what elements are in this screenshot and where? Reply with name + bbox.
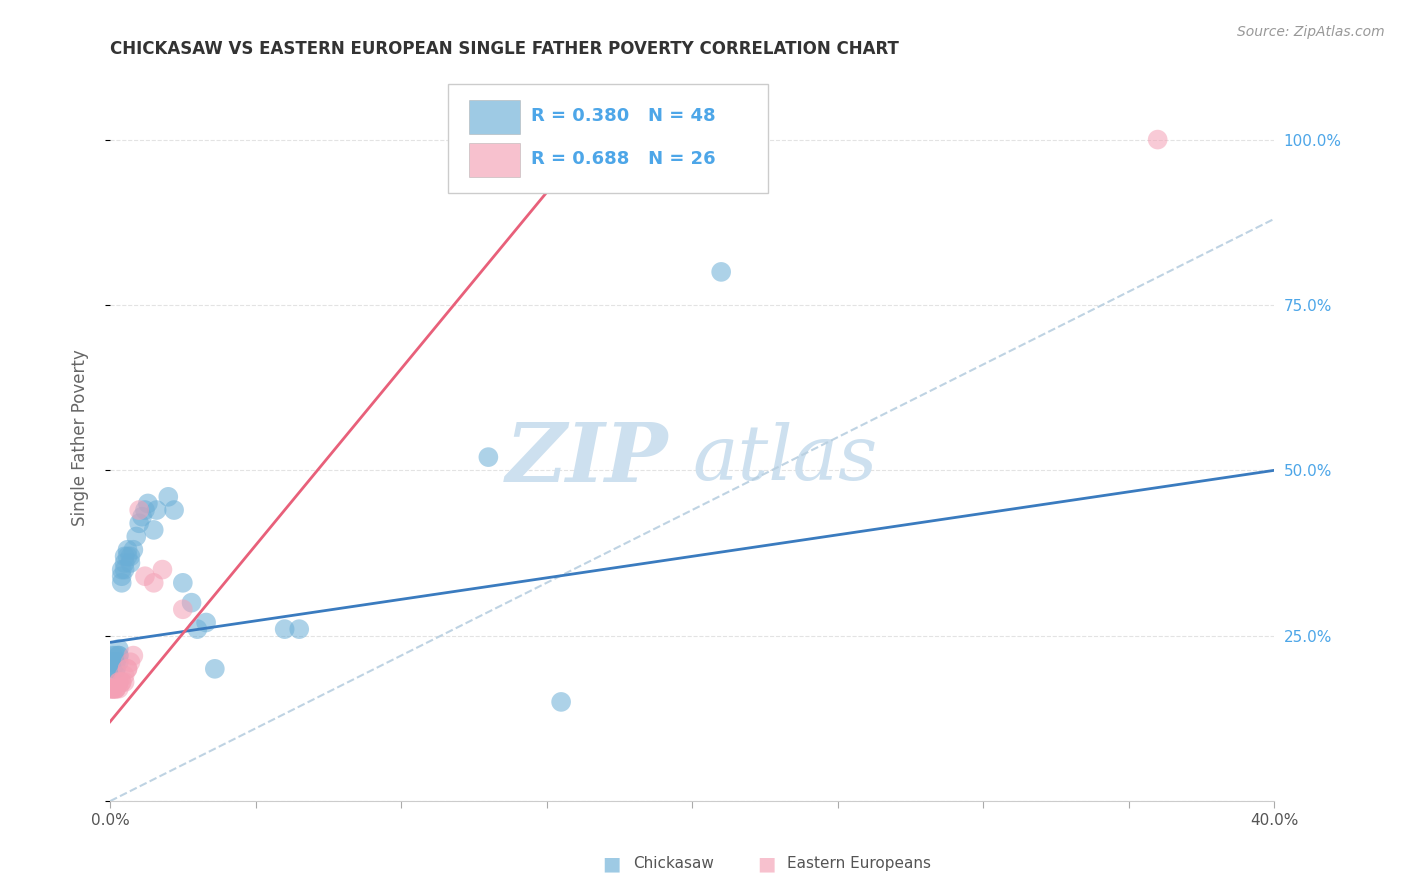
Point (114, 549, 136, 564)
Point (172, 575, 194, 590)
Point (288, 622, 311, 636)
Text: R = 0.380   N = 48: R = 0.380 N = 48 (531, 107, 716, 125)
Text: CHICKASAW VS EASTERN EUROPEAN SINGLE FATHER POVERTY CORRELATION CHART: CHICKASAW VS EASTERN EUROPEAN SINGLE FAT… (110, 40, 898, 58)
Point (107, 648, 129, 663)
Point (273, 622, 295, 636)
Point (122, 648, 145, 663)
Point (163, 503, 186, 517)
Point (104, 681, 127, 696)
Point (134, 569, 156, 583)
Point (107, 675, 129, 690)
Point (107, 642, 129, 657)
Text: atlas: atlas (692, 422, 877, 496)
FancyBboxPatch shape (468, 144, 520, 177)
Point (111, 563, 134, 577)
Point (128, 516, 150, 531)
Point (114, 563, 136, 577)
Point (101, 648, 124, 663)
Point (111, 569, 134, 583)
Point (98, 655, 121, 669)
Text: ■: ■ (602, 854, 621, 873)
Point (111, 675, 134, 690)
Point (550, 695, 572, 709)
Point (142, 523, 165, 537)
Point (101, 681, 124, 696)
Point (740, 132, 762, 146)
Point (104, 655, 127, 669)
Point (107, 655, 129, 669)
Point (101, 681, 124, 696)
Point (114, 556, 136, 570)
Point (101, 662, 124, 676)
Point (104, 662, 127, 676)
Point (107, 675, 129, 690)
Point (186, 622, 208, 636)
Point (104, 681, 127, 696)
Text: ZIP: ZIP (506, 419, 669, 500)
Point (152, 563, 174, 577)
Text: Chickasaw: Chickasaw (633, 856, 714, 871)
Point (101, 655, 124, 669)
Point (104, 681, 127, 696)
Point (125, 529, 148, 543)
Point (195, 615, 218, 630)
Point (117, 662, 139, 676)
Point (128, 503, 150, 517)
Text: ■: ■ (756, 854, 776, 873)
Point (120, 655, 142, 669)
Point (98, 662, 121, 676)
Point (157, 490, 180, 504)
Point (114, 668, 136, 682)
Point (111, 675, 134, 690)
Point (134, 503, 156, 517)
Point (710, 265, 733, 279)
Point (101, 681, 124, 696)
Point (142, 575, 165, 590)
Point (104, 648, 127, 663)
Point (101, 681, 124, 696)
Point (101, 655, 124, 669)
Point (120, 549, 142, 564)
Point (111, 575, 134, 590)
Point (117, 542, 139, 557)
Point (117, 662, 139, 676)
Point (107, 681, 129, 696)
Point (122, 542, 145, 557)
Point (172, 602, 194, 616)
Point (180, 596, 202, 610)
Y-axis label: Single Father Poverty: Single Father Poverty (72, 349, 89, 525)
FancyBboxPatch shape (468, 100, 520, 134)
Text: Source: ZipAtlas.com: Source: ZipAtlas.com (1237, 25, 1385, 39)
Point (117, 549, 139, 564)
Point (98, 681, 121, 696)
Point (101, 662, 124, 676)
Point (107, 648, 129, 663)
Point (98, 681, 121, 696)
Text: R = 0.688   N = 26: R = 0.688 N = 26 (531, 150, 716, 169)
Point (136, 496, 159, 510)
Point (477, 450, 499, 464)
Point (104, 662, 127, 676)
Point (131, 509, 153, 524)
Point (1146, 132, 1168, 146)
Point (120, 556, 142, 570)
Point (104, 655, 127, 669)
Text: Eastern Europeans: Eastern Europeans (787, 856, 931, 871)
FancyBboxPatch shape (447, 85, 768, 194)
Point (114, 675, 136, 690)
Point (204, 662, 226, 676)
Point (145, 503, 167, 517)
